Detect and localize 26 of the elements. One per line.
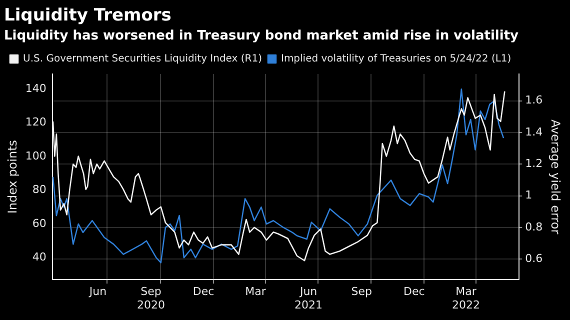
y-tick-label: 100 bbox=[25, 149, 46, 162]
legend-label: Implied volatility of Treasuries on 5/24/22 (L1) bbox=[280, 54, 512, 65]
y2-tick-label: 0.6 bbox=[525, 252, 543, 265]
y-tick-label: 40 bbox=[32, 250, 46, 264]
y-axis-title: Index points bbox=[5, 140, 20, 214]
y-tick-label: 140 bbox=[25, 82, 46, 96]
legend-label: U.S. Government Securities Liquidity Index (R1) bbox=[23, 54, 262, 65]
y2-tick-label: 1.6 bbox=[525, 94, 543, 107]
x-tick-label: Mar bbox=[245, 285, 266, 298]
y2-tick-label: 1 bbox=[525, 188, 532, 202]
chart-subtitle: Liquidity has worsened in Treasury bond market amid rise in volatility bbox=[4, 28, 520, 44]
x-tick-label: Sep 2020 bbox=[137, 285, 166, 312]
y2-tick-label: 0.8 bbox=[525, 220, 543, 234]
x-tick-label: Sep bbox=[351, 285, 372, 298]
y-tick-label: 60 bbox=[32, 216, 46, 230]
y-tick-label: 80 bbox=[32, 183, 46, 196]
y2-tick-label: 1.2 bbox=[525, 157, 543, 170]
y2-axis-title: Average yield error bbox=[548, 119, 563, 234]
y-tick-label: 120 bbox=[25, 116, 46, 129]
x-tick-label: Mar 2022 bbox=[452, 285, 480, 312]
x-tick-label: Jun bbox=[88, 285, 107, 298]
y2-tick-label: 1.4 bbox=[525, 125, 543, 138]
x-tick-label: Dec bbox=[403, 285, 425, 298]
chart-title: Liquidity Tremors bbox=[4, 6, 172, 26]
x-tick-label: Jun 2021 bbox=[294, 285, 323, 312]
x-tick-label: Dec bbox=[192, 285, 214, 298]
